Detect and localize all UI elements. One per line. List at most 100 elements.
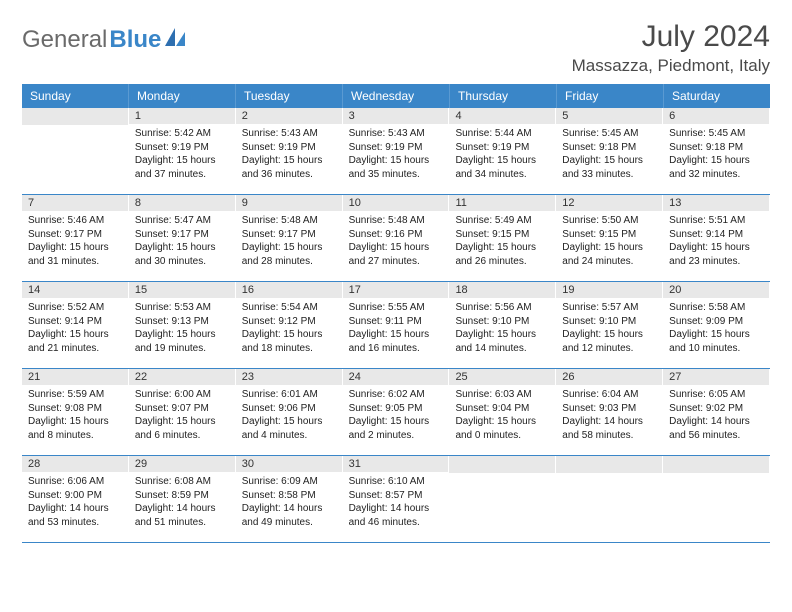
- sunset-text: Sunset: 9:02 PM: [669, 402, 763, 416]
- day-cell: 6Sunrise: 5:45 AMSunset: 9:18 PMDaylight…: [663, 108, 770, 194]
- day-cell: 28Sunrise: 6:06 AMSunset: 9:00 PMDayligh…: [22, 456, 129, 542]
- daylight-text: Daylight: 15 hours and 30 minutes.: [135, 241, 229, 268]
- sunrise-text: Sunrise: 6:09 AM: [242, 475, 336, 489]
- day-info: Sunrise: 5:45 AMSunset: 9:18 PMDaylight:…: [663, 124, 769, 185]
- sunset-text: Sunset: 9:05 PM: [349, 402, 443, 416]
- sunset-text: Sunset: 9:15 PM: [455, 228, 549, 242]
- daylight-text: Daylight: 15 hours and 8 minutes.: [28, 415, 122, 442]
- calendar-grid: SundayMondayTuesdayWednesdayThursdayFrid…: [22, 84, 770, 543]
- sunrise-text: Sunrise: 5:57 AM: [562, 301, 656, 315]
- brand-part2: Blue: [109, 26, 161, 54]
- day-number: 24: [343, 369, 449, 385]
- sunrise-text: Sunrise: 6:00 AM: [135, 388, 229, 402]
- empty-day: [449, 456, 555, 473]
- day-cell: 24Sunrise: 6:02 AMSunset: 9:05 PMDayligh…: [343, 369, 450, 455]
- daylight-text: Daylight: 15 hours and 16 minutes.: [349, 328, 443, 355]
- day-header-thursday: Thursday: [450, 84, 557, 108]
- daylight-text: Daylight: 15 hours and 36 minutes.: [242, 154, 336, 181]
- sunset-text: Sunset: 9:17 PM: [135, 228, 229, 242]
- day-number: 10: [343, 195, 449, 211]
- month-title: July 2024: [572, 20, 770, 54]
- day-info: Sunrise: 5:50 AMSunset: 9:15 PMDaylight:…: [556, 211, 662, 272]
- day-info: Sunrise: 6:10 AMSunset: 8:57 PMDaylight:…: [343, 472, 449, 533]
- day-info: Sunrise: 5:57 AMSunset: 9:10 PMDaylight:…: [556, 298, 662, 359]
- day-info: Sunrise: 5:53 AMSunset: 9:13 PMDaylight:…: [129, 298, 235, 359]
- day-cell: 27Sunrise: 6:05 AMSunset: 9:02 PMDayligh…: [663, 369, 770, 455]
- daylight-text: Daylight: 14 hours and 49 minutes.: [242, 502, 336, 529]
- day-cell: 10Sunrise: 5:48 AMSunset: 9:16 PMDayligh…: [343, 195, 450, 281]
- sunset-text: Sunset: 9:19 PM: [349, 141, 443, 155]
- day-number: 30: [236, 456, 342, 472]
- sunrise-text: Sunrise: 6:02 AM: [349, 388, 443, 402]
- sunrise-text: Sunrise: 6:06 AM: [28, 475, 122, 489]
- sunrise-text: Sunrise: 5:44 AM: [455, 127, 549, 141]
- sunrise-text: Sunrise: 6:08 AM: [135, 475, 229, 489]
- sunset-text: Sunset: 9:19 PM: [135, 141, 229, 155]
- sunset-text: Sunset: 9:06 PM: [242, 402, 336, 416]
- day-cell: 23Sunrise: 6:01 AMSunset: 9:06 PMDayligh…: [236, 369, 343, 455]
- day-info: Sunrise: 5:56 AMSunset: 9:10 PMDaylight:…: [449, 298, 555, 359]
- daylight-text: Daylight: 15 hours and 35 minutes.: [349, 154, 443, 181]
- brand-part1: General: [22, 26, 107, 54]
- day-cell: 25Sunrise: 6:03 AMSunset: 9:04 PMDayligh…: [449, 369, 556, 455]
- day-info: Sunrise: 5:54 AMSunset: 9:12 PMDaylight:…: [236, 298, 342, 359]
- day-cell: 2Sunrise: 5:43 AMSunset: 9:19 PMDaylight…: [236, 108, 343, 194]
- sunrise-text: Sunrise: 5:45 AM: [562, 127, 656, 141]
- empty-day: [556, 456, 662, 473]
- sunrise-text: Sunrise: 5:46 AM: [28, 214, 122, 228]
- sunset-text: Sunset: 9:10 PM: [562, 315, 656, 329]
- day-cell: 16Sunrise: 5:54 AMSunset: 9:12 PMDayligh…: [236, 282, 343, 368]
- day-number: 15: [129, 282, 235, 298]
- day-number: 28: [22, 456, 128, 472]
- day-number: 31: [343, 456, 449, 472]
- sunrise-text: Sunrise: 5:56 AM: [455, 301, 549, 315]
- day-info: Sunrise: 6:09 AMSunset: 8:58 PMDaylight:…: [236, 472, 342, 533]
- day-cell: 22Sunrise: 6:00 AMSunset: 9:07 PMDayligh…: [129, 369, 236, 455]
- week-row: 21Sunrise: 5:59 AMSunset: 9:08 PMDayligh…: [22, 369, 770, 456]
- day-cell: 15Sunrise: 5:53 AMSunset: 9:13 PMDayligh…: [129, 282, 236, 368]
- day-cell: 31Sunrise: 6:10 AMSunset: 8:57 PMDayligh…: [343, 456, 450, 542]
- title-block: July 2024 Massazza, Piedmont, Italy: [572, 20, 770, 76]
- sunrise-text: Sunrise: 5:48 AM: [242, 214, 336, 228]
- sunset-text: Sunset: 9:03 PM: [562, 402, 656, 416]
- week-row: 7Sunrise: 5:46 AMSunset: 9:17 PMDaylight…: [22, 195, 770, 282]
- day-number: 6: [663, 108, 769, 124]
- day-info: Sunrise: 5:43 AMSunset: 9:19 PMDaylight:…: [236, 124, 342, 185]
- sail-icon: [165, 28, 187, 53]
- day-cell: 17Sunrise: 5:55 AMSunset: 9:11 PMDayligh…: [343, 282, 450, 368]
- sunset-text: Sunset: 9:11 PM: [349, 315, 443, 329]
- daylight-text: Daylight: 15 hours and 27 minutes.: [349, 241, 443, 268]
- sunrise-text: Sunrise: 5:53 AM: [135, 301, 229, 315]
- sunset-text: Sunset: 9:04 PM: [455, 402, 549, 416]
- sunset-text: Sunset: 9:18 PM: [669, 141, 763, 155]
- day-number: 12: [556, 195, 662, 211]
- day-cell: 30Sunrise: 6:09 AMSunset: 8:58 PMDayligh…: [236, 456, 343, 542]
- sunset-text: Sunset: 9:16 PM: [349, 228, 443, 242]
- day-header-tuesday: Tuesday: [236, 84, 343, 108]
- day-number: 13: [663, 195, 769, 211]
- sunset-text: Sunset: 9:19 PM: [455, 141, 549, 155]
- daylight-text: Daylight: 15 hours and 2 minutes.: [349, 415, 443, 442]
- sunset-text: Sunset: 9:18 PM: [562, 141, 656, 155]
- day-cell: 20Sunrise: 5:58 AMSunset: 9:09 PMDayligh…: [663, 282, 770, 368]
- sunrise-text: Sunrise: 5:45 AM: [669, 127, 763, 141]
- day-number: 7: [22, 195, 128, 211]
- day-number: 2: [236, 108, 342, 124]
- sunset-text: Sunset: 9:19 PM: [242, 141, 336, 155]
- sunrise-text: Sunrise: 5:47 AM: [135, 214, 229, 228]
- daylight-text: Daylight: 15 hours and 26 minutes.: [455, 241, 549, 268]
- day-cell: 11Sunrise: 5:49 AMSunset: 9:15 PMDayligh…: [449, 195, 556, 281]
- daylight-text: Daylight: 15 hours and 33 minutes.: [562, 154, 656, 181]
- brand-logo: GeneralBlue: [22, 26, 187, 54]
- day-number: 27: [663, 369, 769, 385]
- day-number: 29: [129, 456, 235, 472]
- day-info: Sunrise: 5:55 AMSunset: 9:11 PMDaylight:…: [343, 298, 449, 359]
- day-number: 22: [129, 369, 235, 385]
- day-headers-row: SundayMondayTuesdayWednesdayThursdayFrid…: [22, 84, 770, 108]
- day-info: Sunrise: 5:43 AMSunset: 9:19 PMDaylight:…: [343, 124, 449, 185]
- day-info: Sunrise: 5:45 AMSunset: 9:18 PMDaylight:…: [556, 124, 662, 185]
- day-info: Sunrise: 6:02 AMSunset: 9:05 PMDaylight:…: [343, 385, 449, 446]
- day-number: 21: [22, 369, 128, 385]
- day-number: 14: [22, 282, 128, 298]
- day-info: Sunrise: 6:01 AMSunset: 9:06 PMDaylight:…: [236, 385, 342, 446]
